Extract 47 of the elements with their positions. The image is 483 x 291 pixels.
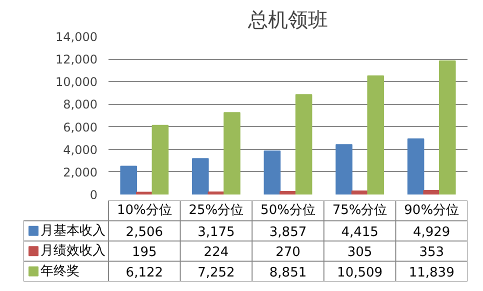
legend-label: 年终奖 — [40, 264, 80, 279]
bar — [152, 124, 169, 194]
data-label: 353 — [419, 245, 444, 260]
data-label: 195 — [132, 245, 157, 260]
chart-title: 总机领班 — [247, 8, 328, 32]
data-label: 7,252 — [198, 265, 235, 280]
bar — [120, 166, 137, 194]
data-label: 11,839 — [408, 265, 454, 280]
data-label: 8,851 — [269, 265, 307, 280]
legend-label: 月绩效收入 — [40, 244, 106, 259]
data-label: 4,415 — [341, 224, 378, 240]
bar — [136, 192, 153, 194]
x-tick-label: 75%分位 — [332, 203, 388, 218]
bar — [351, 190, 368, 194]
data-label: 2,506 — [126, 224, 164, 240]
bar — [407, 138, 424, 194]
data-label: 3,857 — [269, 224, 307, 240]
data-label: 305 — [347, 245, 372, 260]
bar — [439, 60, 456, 194]
y-tick-label: 0 — [90, 188, 98, 202]
y-tick-label: 2,000 — [63, 165, 98, 180]
legend-label: 月基本收入 — [40, 223, 106, 238]
bar — [423, 190, 440, 194]
y-tick-label: 6,000 — [63, 120, 98, 134]
data-label: 6,122 — [126, 265, 164, 280]
x-tick-label: 90%分位 — [404, 203, 460, 218]
data-label: 224 — [204, 245, 229, 260]
bar — [224, 112, 240, 194]
bar — [336, 144, 352, 194]
y-tick-label: 4,000 — [63, 142, 98, 157]
y-tick-label: 10,000 — [56, 75, 98, 90]
y-tick-label: 8,000 — [63, 98, 98, 112]
x-tick-label: 25%分位 — [188, 203, 244, 218]
bar — [295, 94, 312, 194]
x-tick-label: 10%分位 — [116, 203, 172, 218]
data-label: 270 — [276, 245, 300, 260]
bar — [367, 75, 384, 194]
x-tick-label: 50%分位 — [260, 203, 316, 218]
bar — [208, 191, 225, 194]
bar — [192, 158, 209, 194]
data-label: 10,509 — [337, 265, 383, 280]
bar — [280, 190, 296, 194]
y-tick-label: 14,000 — [56, 30, 98, 44]
bar — [264, 150, 281, 194]
data-label: 3,175 — [198, 224, 235, 240]
data-label: 4,929 — [412, 224, 450, 240]
y-tick-label: 12,000 — [56, 52, 98, 67]
